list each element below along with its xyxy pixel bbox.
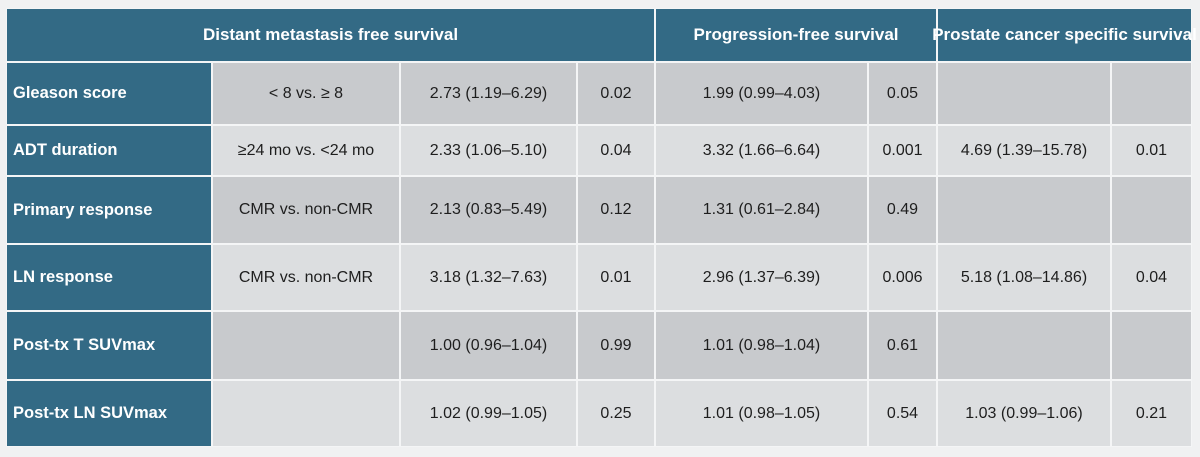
cell-text: Post-tx T SUVmax <box>13 336 156 354</box>
data-cell: 0.21 <box>1111 380 1192 447</box>
cell-text: 1.31 (0.61–2.84) <box>702 201 821 218</box>
cell-text: 2.96 (1.37–6.39) <box>702 268 821 286</box>
cell-text: 0.04 <box>1135 268 1168 286</box>
row-label: Primary response <box>6 176 212 244</box>
cell-text: 0.01 <box>600 268 632 286</box>
cell-text: 2.33 (1.06–5.10) <box>429 141 548 159</box>
data-cell: 0.01 <box>577 244 655 311</box>
cell-text: 0.006 <box>882 268 923 286</box>
data-cell <box>1111 176 1192 244</box>
row-label: Post-tx T SUVmax <box>6 311 212 380</box>
cell-text: 1.01 (0.98–1.05) <box>702 404 821 422</box>
cell-text: 0.25 <box>600 404 632 422</box>
row-label: Gleason score <box>6 62 212 125</box>
cell-text: Gleason score <box>13 84 127 102</box>
header-cell: Prostate cancer specific survival <box>932 8 1197 62</box>
cell-text: 4.69 (1.39–15.78) <box>960 141 1088 159</box>
data-cell: 0.04 <box>577 125 655 176</box>
row-label: ADT duration <box>6 125 212 176</box>
data-cell: 1.99 (0.99–4.03) <box>655 62 868 125</box>
data-cell: 2.13 (0.83–5.49) <box>400 176 577 244</box>
cell-text: 1.01 (0.98–1.04) <box>702 336 821 354</box>
cell-text: 0.12 <box>600 201 632 218</box>
cell-text: Distant metastasis free survival <box>202 25 459 44</box>
cell-text: ≥24 mo vs. <24 mo <box>237 141 375 159</box>
data-cell <box>212 380 400 447</box>
data-cell: 0.006 <box>868 244 937 311</box>
data-cell <box>937 176 1111 244</box>
cell-text: CMR vs. non-CMR <box>238 201 374 218</box>
cell-text: 0.49 <box>886 201 919 218</box>
data-cell: 1.03 (0.99–1.06) <box>937 380 1111 447</box>
data-cell: 0.05 <box>868 62 937 125</box>
cell-text: 0.04 <box>600 141 632 159</box>
data-cell: 2.73 (1.19–6.29) <box>400 62 577 125</box>
data-cell: 1.01 (0.98–1.05) <box>655 380 868 447</box>
cell-text: Primary response <box>13 200 153 219</box>
data-cell: 0.99 <box>577 311 655 380</box>
data-cell: 1.02 (0.99–1.05) <box>400 380 577 447</box>
header-cell: Progression-free survival <box>655 8 937 62</box>
cell-text: 2.73 (1.19–6.29) <box>429 84 548 102</box>
data-cell: < 8 vs. ≥ 8 <box>212 62 400 125</box>
data-cell: 3.18 (1.32–7.63) <box>400 244 577 311</box>
cell-text: 0.01 <box>1135 141 1168 159</box>
data-cell: 0.01 <box>1111 125 1192 176</box>
cell-text: Prostate cancer specific survival <box>932 25 1197 44</box>
data-cell: 0.25 <box>577 380 655 447</box>
data-cell: 2.96 (1.37–6.39) <box>655 244 868 311</box>
cell-text: Progression-free survival <box>693 25 899 44</box>
cell-text: 1.03 (0.99–1.06) <box>965 404 1083 422</box>
cell-text: 0.02 <box>600 84 632 102</box>
data-cell <box>1111 311 1192 380</box>
cell-text: Post-tx LN SUVmax <box>13 404 168 422</box>
cell-text: < 8 vs. ≥ 8 <box>268 84 344 102</box>
data-cell: CMR vs. non-CMR <box>212 176 400 244</box>
data-cell: 0.04 <box>1111 244 1192 311</box>
cell-text: 1.99 (0.99–4.03) <box>702 84 821 102</box>
data-cell: 2.33 (1.06–5.10) <box>400 125 577 176</box>
data-cell <box>212 311 400 380</box>
data-cell: 4.69 (1.39–15.78) <box>937 125 1111 176</box>
data-cell: 0.02 <box>577 62 655 125</box>
data-cell: 1.31 (0.61–2.84) <box>655 176 868 244</box>
data-cell: CMR vs. non-CMR <box>212 244 400 311</box>
cell-text: 1.00 (0.96–1.04) <box>429 336 548 354</box>
data-cell: 5.18 (1.08–14.86) <box>937 244 1111 311</box>
data-cell <box>937 311 1111 380</box>
cell-text: 0.001 <box>882 141 923 159</box>
data-cell: ≥24 mo vs. <24 mo <box>212 125 400 176</box>
data-cell: 0.61 <box>868 311 937 380</box>
data-cell: 0.001 <box>868 125 937 176</box>
data-cell <box>1111 62 1192 125</box>
row-label: LN response <box>6 244 212 311</box>
data-cell: 0.54 <box>868 380 937 447</box>
data-cell: 0.12 <box>577 176 655 244</box>
header-cell: Distant metastasis free survival <box>6 8 655 62</box>
cell-text: 5.18 (1.08–14.86) <box>960 268 1088 286</box>
cell-text: CMR vs. non-CMR <box>238 268 374 286</box>
cell-text: 0.21 <box>1135 404 1168 422</box>
cell-text: 2.13 (0.83–5.49) <box>429 201 548 218</box>
cell-text: LN response <box>13 268 113 286</box>
data-cell: 1.01 (0.98–1.04) <box>655 311 868 380</box>
data-cell: 0.49 <box>868 176 937 244</box>
cell-text: 0.99 <box>600 336 632 354</box>
cell-text: 0.05 <box>886 84 919 102</box>
data-cell: 3.32 (1.66–6.64) <box>655 125 868 176</box>
data-cell: 1.00 (0.96–1.04) <box>400 311 577 380</box>
cell-text: ADT duration <box>13 141 118 159</box>
cell-text: 3.32 (1.66–6.64) <box>702 141 821 159</box>
data-cell <box>937 62 1111 125</box>
cell-text: 1.02 (0.99–1.05) <box>429 404 548 422</box>
cell-text: 0.61 <box>886 336 919 354</box>
row-label: Post-tx LN SUVmax <box>6 380 212 447</box>
cell-text: 0.54 <box>886 404 919 422</box>
cell-text: 3.18 (1.32–7.63) <box>429 268 548 286</box>
